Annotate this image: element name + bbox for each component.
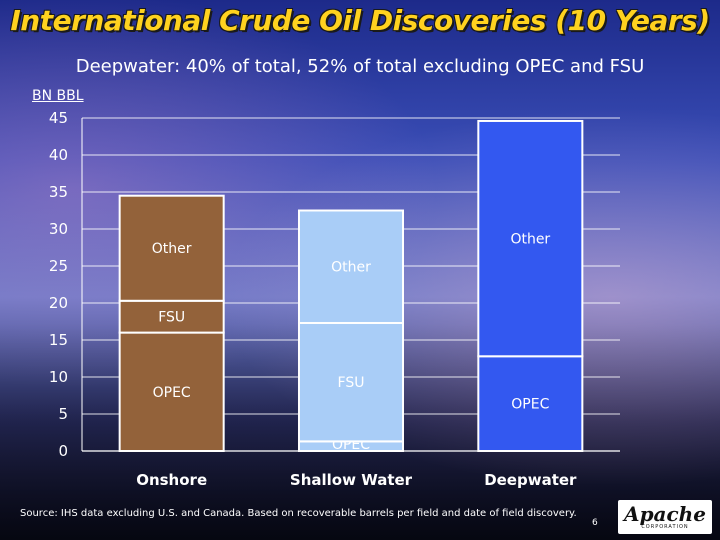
- y-tick-label: 30: [49, 220, 68, 238]
- y-tick-label: 45: [49, 109, 68, 127]
- y-tick-label: 10: [49, 368, 68, 386]
- bar-segment: [477, 119, 584, 358]
- segment-label: Other: [152, 241, 192, 257]
- segment-label: Other: [510, 232, 550, 248]
- x-tick-label: Onshore: [136, 471, 207, 489]
- y-tick-label: 25: [49, 257, 68, 275]
- slide-title: International Crude Oil Discoveries (10 …: [10, 4, 710, 37]
- bar-segment: [297, 209, 405, 324]
- source-note: Source: IHS data excluding U.S. and Cana…: [20, 508, 577, 519]
- segment-label: FSU: [158, 310, 185, 326]
- bar-segment: [118, 299, 225, 334]
- y-tick-label: 40: [49, 146, 68, 164]
- bar-segment: [118, 331, 225, 453]
- x-tick-label: Shallow Water: [290, 471, 413, 489]
- segment-label: FSU: [338, 375, 365, 391]
- segment-label: OPEC: [511, 397, 549, 413]
- bar-segment: [118, 194, 225, 302]
- segment-label: Other: [331, 260, 371, 276]
- bar-segment: [477, 355, 584, 452]
- y-tick-label: 5: [58, 405, 68, 423]
- y-unit-label: BN BBL: [32, 88, 84, 104]
- segment-label: OPEC: [153, 385, 191, 401]
- x-axis-ticks: Onshore Shallow Water Deepwater: [136, 471, 577, 489]
- logo-wordmark: Apache: [624, 502, 706, 526]
- logo-subtext: CORPORATION: [641, 524, 689, 530]
- bar-segment: [297, 321, 405, 443]
- y-tick-label: 35: [49, 183, 68, 201]
- slide-subtitle: Deepwater: 40% of total, 52% of total ex…: [75, 56, 645, 77]
- y-axis-ticks: 0 5 10 15 20 25 30 35 40 45: [49, 109, 68, 460]
- y-tick-label: 0: [58, 442, 68, 460]
- y-tick-label: 15: [49, 331, 68, 349]
- company-logo: Apache CORPORATION: [618, 500, 712, 534]
- page-number: 6: [592, 518, 598, 528]
- y-tick-label: 20: [49, 294, 68, 312]
- x-tick-label: Deepwater: [484, 471, 577, 489]
